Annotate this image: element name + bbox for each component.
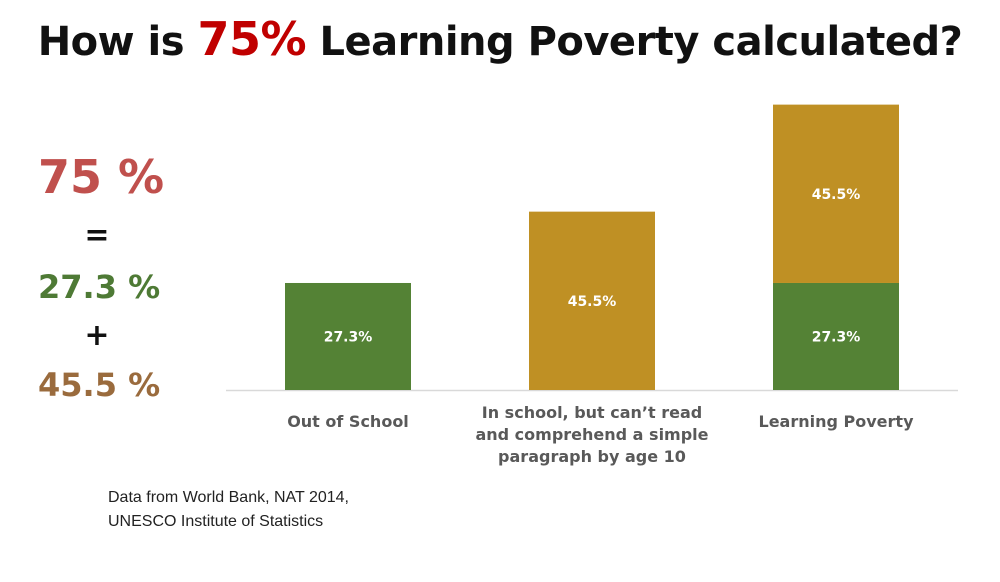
equation-part-b: 45.5 % (38, 366, 161, 404)
title-suffix: Learning Poverty calculated? (306, 19, 963, 65)
category-label: paragraph by age 10 (498, 447, 686, 466)
equation-plus: + (84, 318, 110, 353)
data-label: 45.5% (568, 294, 617, 310)
bar-segment (285, 282, 411, 390)
data-label: 27.3% (324, 329, 373, 345)
category-label: Out of School (287, 412, 409, 431)
chart-title: How is 75% Learning Poverty calculated? (0, 12, 1000, 66)
category-label: and comprehend a simple (475, 425, 708, 444)
source-line-1: Data from World Bank, NAT 2014, (108, 489, 349, 506)
equation-part-a: 27.3 % (38, 268, 161, 306)
bar-segment (529, 211, 655, 390)
bar-segment (773, 104, 899, 283)
title-highlight: 75% (197, 12, 307, 66)
category-label: Learning Poverty (759, 412, 915, 431)
category-label: In school, but can’t read (482, 403, 702, 422)
source-note: Data from World Bank, NAT 2014, UNESCO I… (108, 486, 349, 534)
source-line-2: UNESCO Institute of Statistics (108, 513, 324, 530)
bar-segment (773, 282, 899, 390)
equation-equals: = (84, 218, 110, 253)
equation-total: 75 % (38, 150, 165, 204)
data-label: 45.5% (812, 187, 861, 203)
title-prefix: How is (37, 19, 198, 65)
data-label: 27.3% (812, 329, 861, 345)
